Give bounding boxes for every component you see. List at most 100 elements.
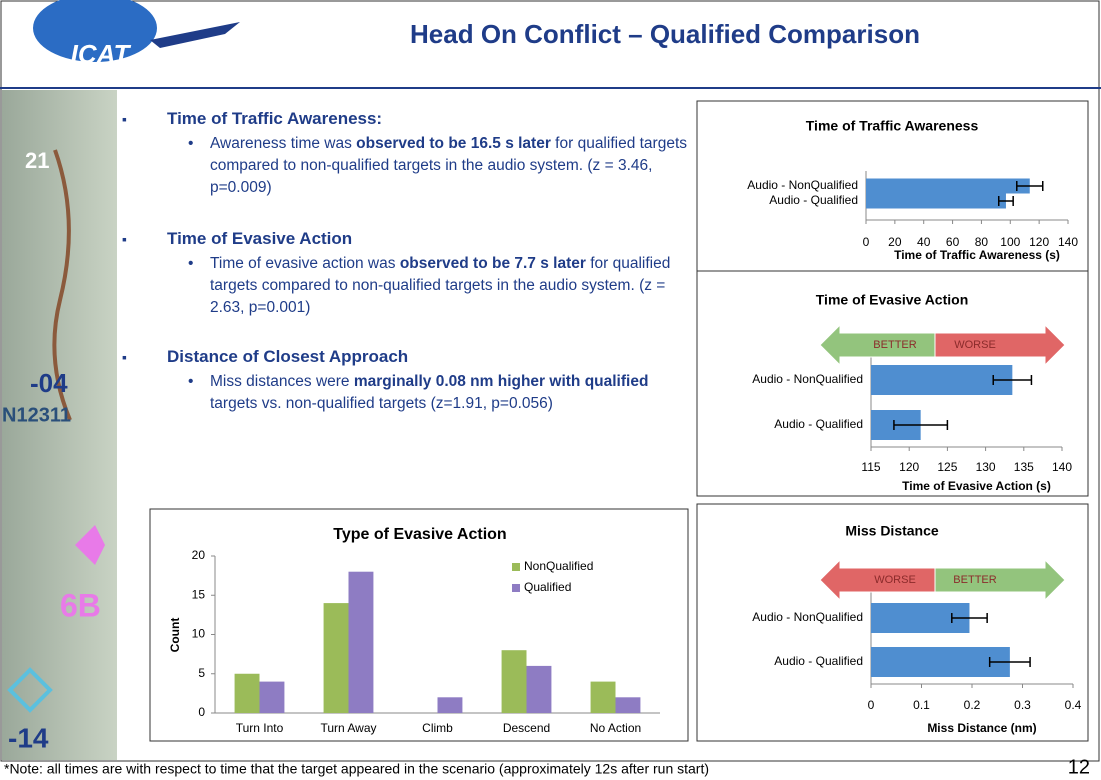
error-bar (951, 613, 988, 623)
y-tick-label: 20 (192, 548, 206, 562)
x-tick-label: 0.2 (964, 698, 981, 712)
error-bar (988, 657, 1031, 667)
bullet-segment: targets vs. non-qualified targets (z=1.9… (210, 395, 553, 412)
x-tick-label: 120 (1029, 235, 1049, 249)
x-tick-label: Climb (422, 721, 453, 735)
y-tick-label: 0 (198, 705, 205, 719)
x-tick-label: 0 (863, 235, 870, 249)
category-label: Audio - Qualified (769, 193, 858, 207)
annotation-label: WORSE (874, 574, 916, 586)
logo-text: ICAT (71, 39, 132, 69)
x-tick-label: 0.1 (913, 698, 930, 712)
sub-bullet-marker: • (188, 373, 194, 390)
legend-label: NonQualified (524, 559, 593, 573)
error-bar (1016, 181, 1044, 191)
annotation-arrow (819, 323, 936, 367)
x-tick-label: 0 (868, 698, 875, 712)
legend-swatch (512, 563, 520, 571)
sidebar-label: 6B (60, 587, 101, 623)
x-tick-label: 120 (899, 460, 919, 474)
x-tick-label: 135 (1014, 460, 1034, 474)
sidebar-label: -14 (8, 722, 49, 753)
bar (259, 681, 285, 713)
category-label: Audio - NonQualified (752, 372, 863, 386)
y-axis-label: Count (168, 618, 182, 653)
y-tick-label: 5 (198, 666, 205, 680)
y-tick-label: 10 (192, 627, 206, 641)
bullet-segment: observed to be 16.5 s later (356, 135, 551, 152)
bar (590, 681, 616, 713)
bar (871, 647, 1010, 677)
legend-label: Qualified (524, 580, 571, 594)
x-tick-label: 115 (861, 460, 880, 474)
category-label: Audio - Qualified (774, 654, 863, 668)
annotation-arrow (819, 558, 936, 602)
error-bar (997, 196, 1014, 206)
x-tick-label: 0.4 (1065, 698, 1082, 712)
x-tick-label: 80 (975, 235, 989, 249)
bullet-segment: Awareness time was (210, 135, 357, 152)
x-tick-label: Turn Away (320, 721, 376, 735)
x-tick-label: 40 (917, 235, 931, 249)
x-tick-label: 125 (937, 460, 957, 474)
sidebar-label: -04 (30, 368, 68, 398)
chart-title: Time of Traffic Awareness (806, 118, 979, 134)
bullet-segment: observed to be 7.7 s later (399, 255, 586, 272)
bar (615, 697, 641, 713)
sidebar-label: N12311 (2, 404, 71, 426)
sidebar-image (2, 90, 117, 760)
x-tick-label: No Action (590, 721, 641, 735)
bar (234, 673, 260, 713)
slide-title: Head On Conflict – Qualified Comparison (410, 19, 920, 49)
bar (437, 697, 463, 713)
bar (866, 178, 1030, 194)
annotation-label: BETTER (953, 574, 996, 586)
bullet-text: Time of evasive action was observed to b… (210, 253, 690, 319)
bar (348, 571, 374, 713)
x-tick-label: 140 (1052, 460, 1072, 474)
category-label: Audio - NonQualified (747, 178, 858, 192)
chart-title: Time of Evasive Action (816, 292, 969, 308)
category-label: Audio - Qualified (774, 417, 863, 431)
bullet-heading: Time of Traffic Awareness: (167, 109, 383, 128)
bullet-heading: Distance of Closest Approach (167, 347, 409, 366)
annotation-arrow (934, 558, 1066, 602)
x-tick-label: 20 (888, 235, 902, 249)
bullet-text: Miss distances were marginally 0.08 nm h… (210, 371, 690, 415)
bullet-segment: Miss distances were (210, 373, 354, 390)
sidebar-icon (7, 667, 53, 713)
bullet-segment: marginally 0.08 nm higher with qualified (353, 373, 649, 390)
error-bar (992, 375, 1033, 385)
sub-bullet-marker: • (188, 135, 194, 152)
page-number: 12 (1068, 756, 1090, 778)
error-bar (893, 420, 949, 430)
y-tick-label: 15 (192, 587, 206, 601)
bullet-segment: for qualified targets compared to non-qu… (210, 135, 688, 196)
x-tick-label: 60 (946, 235, 960, 249)
chart-title: Miss Distance (845, 523, 939, 539)
bullet-marker: ▪ (122, 111, 127, 127)
category-label: Audio - NonQualified (752, 610, 863, 624)
bar (871, 365, 1013, 395)
x-tick-label: 140 (1058, 235, 1078, 249)
logo-plane (150, 22, 240, 48)
annotation-label: BETTER (873, 339, 916, 351)
logo-globe (33, 0, 157, 62)
x-axis-label: Time of Evasive Action (s) (902, 479, 1051, 493)
annotation-label: WORSE (954, 339, 996, 351)
x-tick-label: 0.3 (1014, 698, 1031, 712)
bar (866, 193, 1006, 209)
bullet-marker: ▪ (122, 231, 127, 247)
footnote: *Note: all times are with respect to tim… (4, 761, 709, 777)
bar (526, 665, 552, 713)
legend-swatch (512, 584, 520, 592)
x-tick-label: 130 (976, 460, 996, 474)
x-axis-label: Time of Traffic Awareness (s) (894, 248, 1060, 262)
x-tick-label: 100 (1000, 235, 1020, 249)
x-tick-label: Turn Into (236, 721, 284, 735)
bar (501, 650, 527, 713)
sub-bullet-marker: • (188, 255, 194, 272)
sidebar-label: 21 (25, 148, 49, 173)
